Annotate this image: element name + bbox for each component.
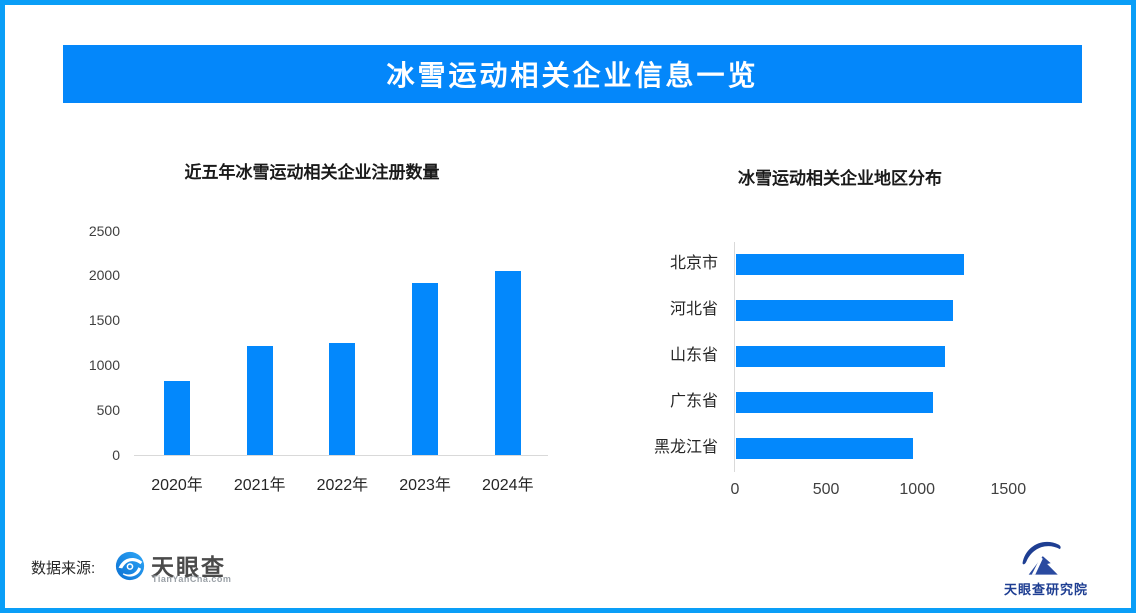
y-category-山东省: 山东省 [669,347,718,364]
tianyancha-icon [115,551,145,581]
y-category-黑龙江省: 黑龙江省 [653,439,718,456]
x-tick-500: 500 [812,481,840,498]
page-title: 冰雪运动相关企业信息一览 [386,60,759,91]
tianyancha-domain: TianYanCha.com [152,574,232,584]
right-chart-title: 冰雪运动相关企业地区分布 [738,169,942,188]
y-tick-1000: 1000 [88,357,120,374]
y-axis-line [734,242,735,472]
bar-河北省 [736,299,953,321]
y-tick-2500: 2500 [88,222,120,239]
x-category-2022年: 2022年 [316,477,369,494]
bar-2024年 [494,270,521,455]
x-tick-1500: 1500 [990,481,1027,498]
x-category-2024年: 2024年 [481,477,534,494]
tianyancha-research-icon [1022,541,1061,575]
y-tick-0: 0 [112,447,120,463]
bar-2022年 [329,342,356,455]
x-tick-0: 0 [730,481,740,498]
bar-黑龙江省 [736,437,913,459]
y-category-广东省: 广东省 [669,393,718,410]
data-source-label: 数据来源: [31,560,96,577]
y-tick-2000: 2000 [88,267,120,284]
tianyancha-wordmark: 天眼查 [151,554,226,580]
bar-广东省 [736,391,933,413]
y-tick-500: 500 [96,402,120,419]
left-chart-title: 近五年冰雪运动相关企业注册数量 [184,163,440,182]
x-tick-1000: 1000 [899,481,935,498]
x-category-2021年: 2021年 [233,477,286,494]
bar-北京市 [736,253,964,275]
bar-2023年 [412,283,439,455]
y-category-河北省: 河北省 [669,301,718,318]
bar-2020年 [164,381,190,455]
tianyancha-research-wordmark: 天眼查研究院 [1003,582,1088,597]
y-category-北京市: 北京市 [669,255,718,272]
bar-山东省 [736,345,945,367]
x-axis-line [134,455,548,456]
x-category-2020年: 2020年 [151,477,203,494]
y-tick-1500: 1500 [88,312,120,329]
banner: 冰雪运动相关企业信息一览 [63,45,1082,103]
bar-2021年 [246,346,273,455]
x-category-2023年: 2023年 [399,477,451,494]
